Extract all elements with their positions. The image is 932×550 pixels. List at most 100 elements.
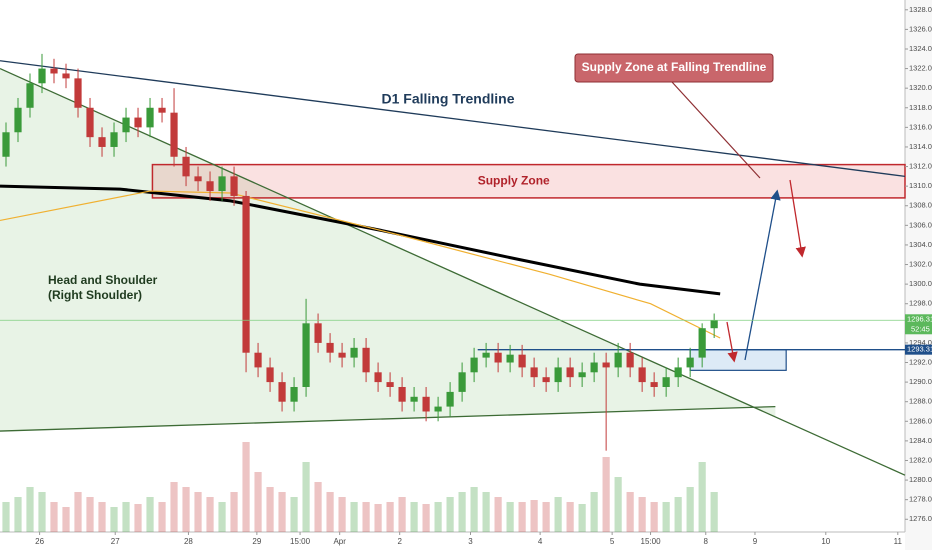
y-tick-label: 1318.00: [909, 103, 932, 112]
arrow: [726, 321, 738, 363]
candle-body: [590, 362, 598, 373]
candle-body: [50, 68, 58, 74]
volume-bar: [470, 487, 478, 532]
candle-body: [254, 352, 262, 368]
volume-bar: [62, 507, 70, 532]
level-label: 1293.31: [907, 345, 932, 354]
x-tick-label: 15:00: [641, 537, 662, 546]
volume-bar: [542, 502, 550, 532]
candle-body: [446, 391, 454, 407]
trendline-label: D1 Falling Trendline: [381, 91, 514, 107]
x-tick-label: 2: [397, 537, 402, 546]
candle-body: [398, 386, 406, 402]
candle-body: [26, 83, 34, 108]
price-axis-bg: [905, 0, 932, 550]
y-tick-label: 1290.00: [909, 377, 932, 386]
volume-bar: [254, 472, 262, 532]
volume-bar: [374, 504, 382, 532]
volume-bar: [134, 504, 142, 532]
volume-bar: [98, 502, 106, 532]
candle-body: [422, 396, 430, 412]
candle-body: [362, 347, 370, 373]
y-tick-label: 1310.00: [909, 181, 932, 190]
volume-bar: [86, 497, 94, 532]
volume-bar: [458, 492, 466, 532]
volume-bar: [290, 497, 298, 532]
candle-body: [62, 73, 70, 79]
y-tick-label: 1320.00: [909, 83, 932, 92]
callout-text: Supply Zone at Falling Trendline: [582, 60, 767, 74]
volume-bar: [278, 492, 286, 532]
y-tick-label: 1322.00: [909, 64, 932, 73]
x-tick-label: 5: [610, 537, 615, 546]
volume-bar: [74, 492, 82, 532]
candle-body: [38, 68, 46, 84]
volume-bar: [182, 487, 190, 532]
y-tick-label: 1282.00: [909, 455, 932, 464]
candle-body: [530, 367, 538, 378]
candle-body: [170, 112, 178, 157]
x-tick-label: 29: [252, 537, 261, 546]
x-tick-label: 26: [35, 537, 44, 546]
volume-bar: [350, 502, 358, 532]
volume-bar: [266, 487, 274, 532]
volume-bar: [302, 462, 310, 532]
candle-body: [242, 195, 250, 353]
candle-body: [314, 323, 322, 343]
y-tick-label: 1276.00: [909, 514, 932, 523]
candle-body: [566, 367, 574, 378]
x-tick-label: 11: [894, 537, 903, 546]
y-tick-label: 1328.00: [909, 5, 932, 14]
x-tick-label: 28: [184, 537, 193, 546]
arrow: [744, 189, 781, 361]
x-tick-label: 9: [753, 537, 758, 546]
candle-body: [518, 354, 526, 368]
volume-bar: [50, 502, 58, 532]
candle-body: [650, 382, 658, 387]
x-tick-label: 4: [538, 537, 543, 546]
y-tick-label: 1312.00: [909, 162, 932, 171]
candle-body: [158, 107, 166, 113]
y-tick-label: 1294.00: [909, 338, 932, 347]
candle-body: [674, 367, 682, 378]
pattern-area: [0, 68, 776, 432]
y-tick-label: 1292.00: [909, 357, 932, 366]
volume-bar: [110, 507, 118, 532]
candle-body: [350, 347, 358, 358]
volume-bar: [710, 492, 718, 532]
volume-bar: [170, 482, 178, 532]
candle-body: [122, 117, 130, 133]
candle-body: [554, 367, 562, 383]
candle-body: [230, 176, 238, 196]
candle-body: [374, 372, 382, 383]
x-tick-label: 10: [821, 537, 830, 546]
moving-average: [0, 190, 721, 339]
volume-bar: [566, 502, 574, 532]
candle-body: [698, 328, 706, 358]
volume-bar: [422, 504, 430, 532]
x-tick-label: 8: [704, 537, 709, 546]
pattern-label: (Right Shoulder): [48, 288, 142, 302]
candle-body: [290, 386, 298, 402]
candle-body: [614, 352, 622, 368]
y-tick-label: 1278.00: [909, 495, 932, 504]
volume-bar: [662, 502, 670, 532]
volume-bar: [398, 497, 406, 532]
candle-body: [134, 117, 142, 128]
candle-body: [494, 352, 502, 363]
y-tick-label: 1314.00: [909, 142, 932, 151]
candle-body: [434, 406, 442, 412]
volume-bar: [614, 477, 622, 532]
candle-body: [506, 354, 514, 363]
x-tick-label: 27: [111, 537, 120, 546]
y-tick-label: 1304.00: [909, 240, 932, 249]
volume-bar: [218, 502, 226, 532]
candle-body: [74, 78, 82, 108]
volume-bar: [686, 487, 694, 532]
volume-bar: [326, 492, 334, 532]
y-tick-label: 1300.00: [909, 279, 932, 288]
candle-body: [578, 372, 586, 378]
volume-bar: [650, 502, 658, 532]
